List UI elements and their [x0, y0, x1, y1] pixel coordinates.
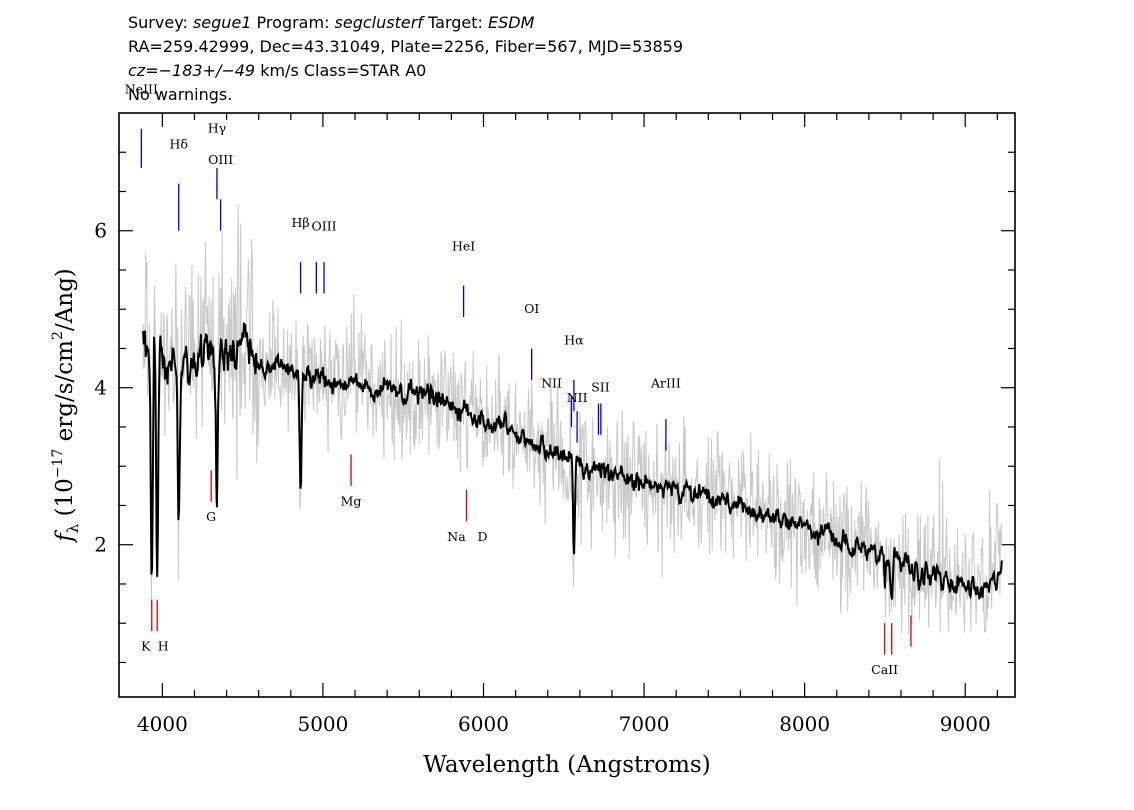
spectrum-header: Survey: segue1 Program: segclusterf Targ…	[128, 13, 683, 104]
program-name: segclusterf	[335, 13, 426, 32]
x-axis-title: Wavelength (Angstroms)	[423, 752, 710, 778]
absorption-line-label: CaII	[871, 662, 898, 677]
header-line-1-part: Target:	[423, 13, 488, 32]
emission-line-label: HeI	[452, 238, 475, 253]
y-axis-title-mid: erg/s/cm	[52, 340, 78, 449]
y-axis-title: fλ (10−17 erg/s/cm2/Ang)	[50, 268, 82, 544]
emission-line-label: Hδ	[170, 136, 188, 151]
emission-line-label: Hβ	[292, 215, 310, 230]
emission-line-label: OIII	[312, 219, 337, 234]
x-tick-label: 4000	[137, 712, 188, 736]
emission-line-label: SII	[591, 380, 610, 395]
absorption-line-label: G	[206, 509, 216, 524]
model-series	[142, 322, 1003, 601]
absorption-line-label: D	[477, 529, 487, 544]
emission-line-label: Hα	[564, 333, 584, 348]
y-tick-label: 4	[94, 376, 107, 400]
y-axis-title-sub: λ	[64, 523, 82, 533]
survey-name: segue1	[193, 13, 252, 32]
class-text: km/s Class=STAR A0	[255, 61, 426, 80]
x-tick-label: 9000	[940, 712, 991, 736]
y-axis-title-pre: (10	[52, 478, 78, 524]
y-axis-title-f: f	[52, 530, 78, 544]
emission-line-label: NII	[541, 376, 562, 391]
emission-line-label: OIII	[208, 152, 233, 167]
redshift-value: cz=−183+/−49	[128, 61, 255, 80]
x-tick-label: 6000	[458, 712, 509, 736]
emission-line-label: OI	[524, 301, 539, 316]
emission-line-label: NeIII	[125, 81, 158, 96]
model-layer	[142, 322, 1003, 601]
target-name: ESDM	[488, 13, 535, 32]
y-axis-title-post: /Ang)	[52, 268, 78, 331]
header-line-4: No warnings.	[128, 85, 232, 104]
header-line-1: Survey: segue1 Program: segclusterf Targ…	[128, 13, 535, 32]
y-axis-title-sup2: 2	[50, 331, 66, 340]
x-tick-label: 5000	[297, 712, 348, 736]
y-axis-title-sup1: −17	[50, 449, 66, 479]
x-tick-label: 8000	[779, 712, 830, 736]
header-line-1-part: Survey:	[128, 13, 193, 32]
plot-frame	[118, 112, 1016, 698]
axis-ticks: 4000 5000 6000 7000 8000 9000 2 4 6	[94, 113, 1015, 736]
plot-border	[118, 112, 1016, 698]
absorption-line-label: H	[158, 639, 169, 654]
flux-layer	[142, 204, 1003, 634]
absorption-line-label: K	[141, 639, 151, 654]
header-line-3: cz=−183+/−49 km/s Class=STAR A0	[128, 61, 426, 80]
x-tick-label: 7000	[619, 712, 670, 736]
header-line-2: RA=259.42999, Dec=43.31049, Plate=2256, …	[128, 37, 683, 56]
emission-line-label: NII	[567, 390, 588, 405]
emission-line-label: Hγ	[208, 121, 226, 136]
absorption-line-label: Mg	[341, 493, 362, 508]
y-tick-label: 6	[94, 219, 107, 243]
flux-series	[142, 204, 1003, 634]
header-line-1-part: Program:	[251, 13, 334, 32]
y-tick-label: 2	[94, 533, 107, 557]
emission-line-label: ArIII	[650, 376, 681, 391]
absorption-line-label: Na	[447, 529, 466, 544]
